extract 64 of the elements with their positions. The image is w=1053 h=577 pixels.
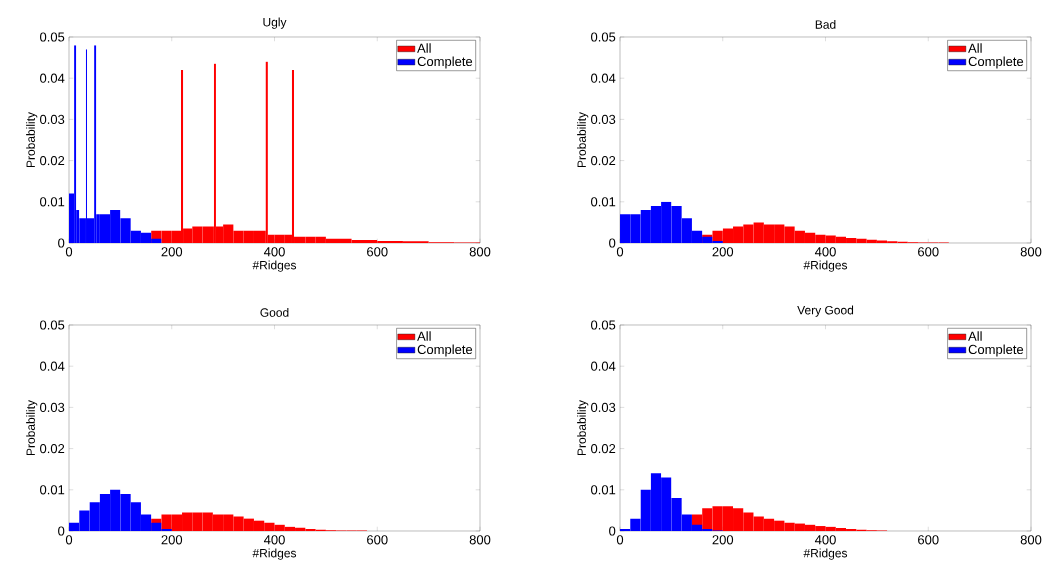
x-tick-label: 400 xyxy=(263,247,285,257)
x-tick-label: 800 xyxy=(1020,247,1042,257)
x-tick-label: 800 xyxy=(469,535,491,545)
y-axis-title: Probability xyxy=(577,400,589,456)
y-tick-label: 0.04 xyxy=(40,361,65,371)
y-tick-label: 0.02 xyxy=(40,155,65,166)
y-tick-label: 0.03 xyxy=(40,114,65,124)
x-axis-title: #Ridges xyxy=(252,548,297,560)
legend-label: Complete xyxy=(417,344,473,357)
legend-label: Complete xyxy=(417,56,473,69)
x-tick-label: 800 xyxy=(1020,535,1042,545)
y-tick-label: 0.05 xyxy=(40,32,65,42)
y-tick-label: 0.01 xyxy=(40,485,65,495)
legend-label: All xyxy=(417,43,431,53)
y-tick-label: 0.02 xyxy=(591,443,616,454)
x-tick-label: 600 xyxy=(367,535,388,545)
y-axis-title: Probability xyxy=(26,400,38,456)
legend-label: Complete xyxy=(968,344,1024,357)
x-tick-label: 200 xyxy=(712,247,734,257)
y-tick-label: 0 xyxy=(58,238,65,248)
y-axis-title: Probability xyxy=(26,112,38,168)
chart-title: Good xyxy=(260,307,289,317)
y-tick-label: 0.04 xyxy=(591,73,616,83)
y-tick-label: 0.03 xyxy=(40,402,65,412)
y-tick-label: 0 xyxy=(609,238,616,248)
x-tick-label: 600 xyxy=(367,247,388,257)
y-tick-label: 0.05 xyxy=(40,320,65,330)
x-tick-label: 400 xyxy=(814,247,836,257)
x-tick-label: 0 xyxy=(616,247,624,257)
x-tick-label: 200 xyxy=(712,535,734,545)
x-tick-label: 200 xyxy=(161,535,183,545)
chart-title: Bad xyxy=(815,19,836,29)
y-tick-label: 0.02 xyxy=(40,443,65,454)
chart-title: Very Good xyxy=(797,305,854,317)
x-axis-title: #Ridges xyxy=(252,260,297,272)
x-tick-label: 200 xyxy=(161,247,183,257)
x-tick-label: 600 xyxy=(918,247,939,257)
y-tick-label: 0 xyxy=(609,526,616,536)
chart-title: Ugly xyxy=(263,17,287,29)
y-tick-label: 0.02 xyxy=(591,155,616,166)
x-axis-title: #Ridges xyxy=(803,548,848,560)
y-tick-label: 0.03 xyxy=(591,402,616,412)
x-axis-title: #Ridges xyxy=(803,260,848,272)
y-tick-label: 0.01 xyxy=(40,197,65,207)
legend-label: Complete xyxy=(968,56,1024,69)
x-tick-label: 0 xyxy=(616,535,624,545)
x-tick-label: 600 xyxy=(918,535,939,545)
x-tick-label: 400 xyxy=(263,535,285,545)
legend-label: All xyxy=(968,331,982,341)
y-tick-label: 0.05 xyxy=(591,32,616,42)
y-axis-title: Probability xyxy=(577,112,589,168)
y-tick-label: 0.01 xyxy=(591,485,616,495)
y-tick-label: 0.01 xyxy=(591,197,616,207)
y-tick-label: 0.04 xyxy=(40,73,65,83)
y-tick-label: 0.04 xyxy=(591,361,616,371)
x-tick-label: 800 xyxy=(469,247,491,257)
x-tick-label: 0 xyxy=(65,535,73,545)
legend-label: All xyxy=(417,331,431,341)
legend-label: All xyxy=(968,43,982,53)
y-tick-label: 0.05 xyxy=(591,320,616,330)
y-tick-label: 0 xyxy=(58,526,65,536)
y-tick-label: 0.03 xyxy=(591,114,616,124)
x-tick-label: 400 xyxy=(814,535,836,545)
x-tick-label: 0 xyxy=(65,247,73,257)
